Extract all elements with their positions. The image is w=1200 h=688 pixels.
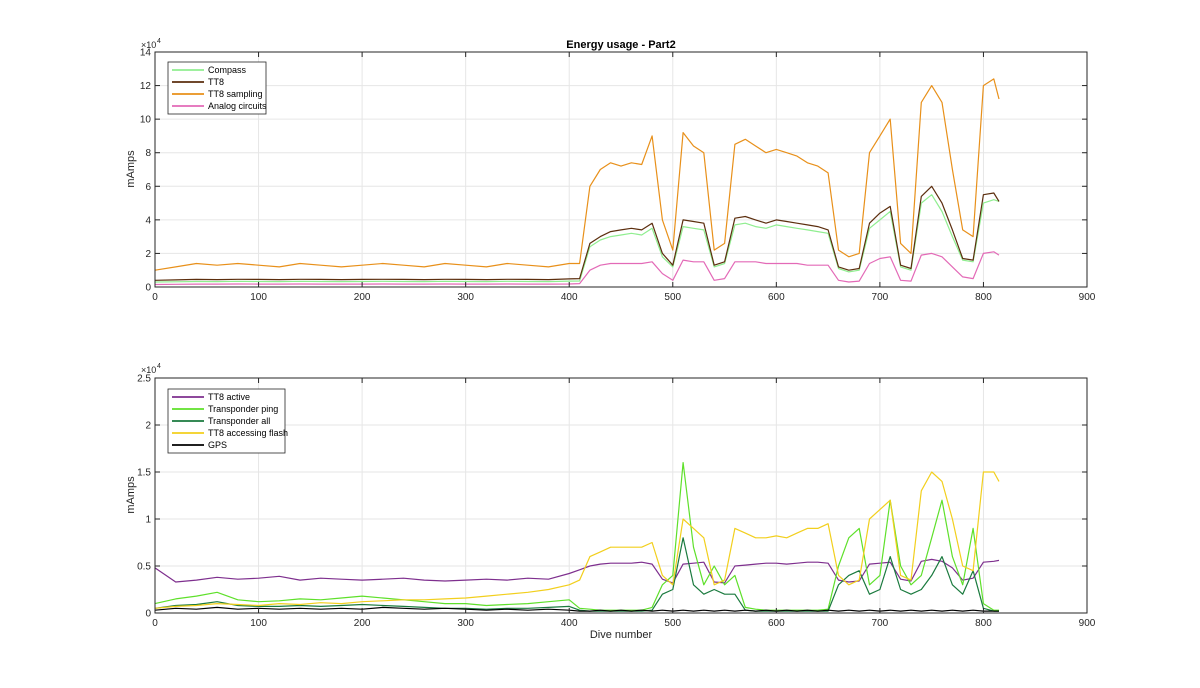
bottom-chart-legend-label-3: TT8 accessing flash <box>208 428 288 438</box>
bottom-chart: ×10 4 mAmps Dive number 0 100 200 300 400 500… <box>125 363 1096 641</box>
bottom-chart-series-line-4 <box>154 606 999 612</box>
bottom-chart-series-line-3 <box>154 471 1000 609</box>
top-chart-xtick-label: 600 <box>768 292 785 303</box>
top-chart-xtick-label: 500 <box>664 292 681 303</box>
bottom-chart-legend-label-4: GPS <box>208 440 227 450</box>
top-chart-exponent: ×10 4 <box>141 38 161 50</box>
bottom-chart-xlabel: Dive number <box>590 629 653 641</box>
top-chart-ytick-label: 10 <box>140 115 152 126</box>
top-chart-xtick-label: 200 <box>354 292 371 303</box>
top-chart-legend-label-0: Compass <box>208 65 247 75</box>
top-chart-legend-label-1: TT8 <box>208 77 224 87</box>
bottom-chart-exponent: ×10 4 <box>141 363 161 375</box>
top-chart-xtick-label: 700 <box>872 292 889 303</box>
bottom-chart-series-line-0 <box>154 558 1000 584</box>
top-chart-xtick-label: 100 <box>250 292 267 303</box>
bottom-chart-series-line-2 <box>154 537 999 612</box>
top-chart-ytick-label: 0 <box>145 283 151 294</box>
top-chart-series-line-3 <box>154 251 1000 286</box>
bottom-chart-exponent-power: 4 <box>157 363 161 370</box>
top-chart-series-line-1 <box>154 185 1000 281</box>
top-chart-title: Energy usage - Part2 <box>566 39 675 51</box>
bottom-chart-xtick-label: 700 <box>872 618 889 629</box>
bottom-chart-xtick-label: 500 <box>664 618 681 629</box>
top-chart-xtick-label: 300 <box>457 292 474 303</box>
bottom-chart-ytick-label: 2.5 <box>137 374 151 385</box>
bottom-chart-legend-label-2: Transponder all <box>208 416 270 426</box>
top-chart-legend-label-2: TT8 sampling <box>208 89 263 99</box>
bottom-chart-ytick-label: 2 <box>145 421 151 432</box>
bottom-chart-ytick-label: 0.5 <box>137 562 151 573</box>
bottom-chart-legend-label-0: TT8 active <box>208 392 250 402</box>
bottom-chart-ytick-label: 0 <box>145 609 151 620</box>
top-chart-ytick-label: 12 <box>140 81 152 92</box>
top-chart-ytick-label: 6 <box>145 182 151 193</box>
top-chart-xtick-label: 0 <box>152 292 158 303</box>
top-chart-xtick-label: 400 <box>561 292 578 303</box>
bottom-chart-series-line-1 <box>154 462 999 611</box>
top-chart-ylabel: mAmps <box>125 150 137 188</box>
top-chart-ytick-label: 4 <box>145 215 151 226</box>
top-chart-ytick-label: 14 <box>140 48 152 59</box>
top-chart-exponent-power: 4 <box>157 38 161 45</box>
bottom-chart-plot-area <box>155 378 1087 613</box>
top-chart-ytick-label: 8 <box>145 148 151 159</box>
top-chart-axes-frame <box>154 51 1088 288</box>
bottom-chart-xtick-label: 200 <box>354 618 371 629</box>
bottom-chart-xtick-label: 900 <box>1079 618 1096 629</box>
top-chart: Energy usage - Part2 ×10 4 mAmps 0 100 200… <box>125 38 1096 303</box>
bottom-chart-axes-frame <box>154 377 1088 614</box>
top-chart-series-line-2 <box>154 78 1000 271</box>
top-chart-legend-label-3: Analog circuits <box>208 101 267 111</box>
top-chart-xtick-label: 900 <box>1079 292 1096 303</box>
bottom-chart-xtick-label: 400 <box>561 618 578 629</box>
bottom-chart-ylabel: mAmps <box>125 476 137 514</box>
bottom-chart-xtick-label: 100 <box>250 618 267 629</box>
bottom-chart-ytick-label: 1.5 <box>137 468 151 479</box>
bottom-chart-exponent-base: ×10 <box>141 365 156 375</box>
bottom-chart-xtick-label: 600 <box>768 618 785 629</box>
top-chart-ytick-label: 2 <box>145 249 151 260</box>
top-chart-xtick-label: 800 <box>975 292 992 303</box>
bottom-chart-legend-label-1: Transponder ping <box>208 404 278 414</box>
bottom-chart-xtick-label: 300 <box>457 618 474 629</box>
bottom-chart-ytick-label: 1 <box>145 515 151 526</box>
top-chart-exponent-base: ×10 <box>141 40 156 50</box>
bottom-chart-xtick-label: 0 <box>152 618 158 629</box>
top-chart-plot-area <box>155 52 1087 287</box>
bottom-chart-xtick-label: 800 <box>975 618 992 629</box>
